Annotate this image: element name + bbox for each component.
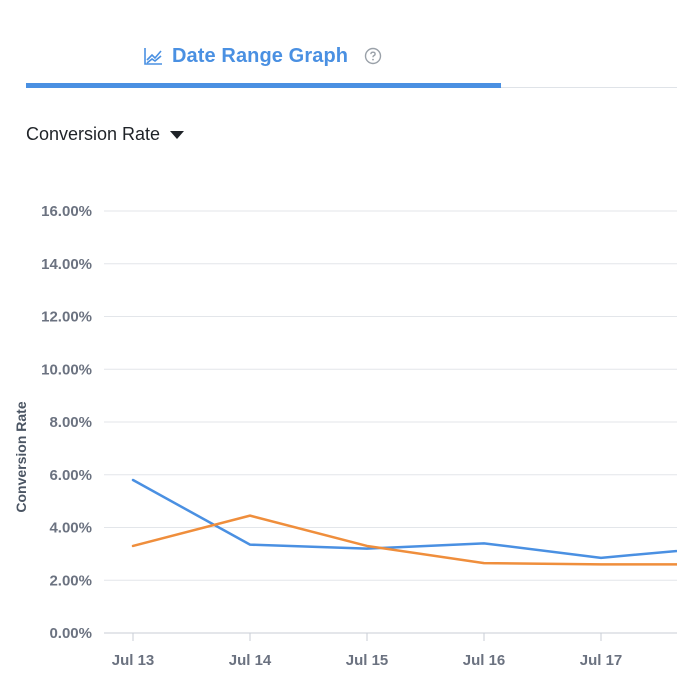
series-line-1: [131, 478, 677, 560]
series-line-2: [131, 514, 677, 566]
y-tick-label: 0.00%: [49, 625, 92, 642]
metric-dropdown-label: Conversion Rate: [26, 124, 161, 144]
x-tick-label: Jul 16: [463, 652, 506, 669]
x-tick-label: Jul 15: [346, 652, 389, 669]
conversion-rate-line-chart: 0.00% 2.00% 4.00% 6.00% 8.00% 10.00% 12.00% 14.…: [13, 203, 677, 669]
metric-dropdown[interactable]: Conversion Rate: [26, 124, 185, 145]
x-tick-label: Jul 13: [112, 652, 155, 669]
y-tick-label: 16.00%: [41, 203, 92, 220]
y-tick-label: 12.00%: [41, 309, 92, 326]
y-tick-label: 14.00%: [41, 256, 92, 273]
tab-date-range-graph[interactable]: Date Range Graph: [142, 40, 382, 72]
y-tick-label: 4.00%: [49, 520, 92, 537]
active-tab-indicator: [26, 83, 501, 88]
x-tick-label: Jul 14: [229, 652, 272, 669]
tab-divider: [501, 87, 677, 88]
y-axis-title: Conversion Rate: [13, 401, 29, 512]
y-tick-label: 8.00%: [49, 414, 92, 431]
y-tick-label: 10.00%: [41, 361, 92, 378]
y-tick-label: 6.00%: [49, 467, 92, 484]
line-chart-icon: [144, 48, 162, 65]
tab-label: Date Range Graph: [172, 44, 349, 67]
question-circle-icon[interactable]: [364, 47, 382, 65]
tab-bar: Date Range Graph: [0, 0, 677, 90]
y-tick-label: 2.00%: [49, 572, 92, 589]
x-tick-label: Jul 17: [580, 652, 623, 669]
caret-down-icon: [170, 130, 185, 139]
